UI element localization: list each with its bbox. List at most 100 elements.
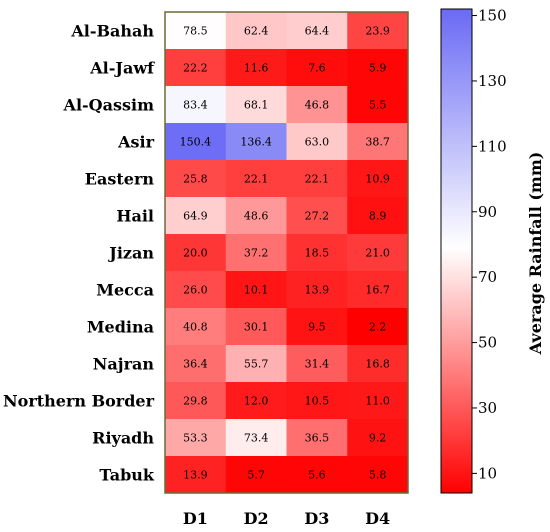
heatmap-cell — [286, 271, 348, 309]
cell-value-label: 38.7 — [365, 136, 390, 149]
cell-value-label: 5.9 — [369, 62, 387, 75]
heatmap-cell — [165, 382, 227, 420]
cell-value-label: 36.5 — [305, 432, 330, 445]
cell-value-label: 11.6 — [244, 62, 269, 75]
cell-value-label: 21.0 — [365, 247, 390, 260]
cell-value-label: 23.9 — [365, 25, 390, 38]
heatmap-cell — [286, 308, 348, 346]
heatmap-cell — [165, 12, 227, 50]
heatmap-cell — [225, 12, 287, 50]
cell-value-label: 22.1 — [244, 173, 269, 186]
heatmap-cell — [347, 123, 409, 161]
colorbar-tick-label: 150 — [478, 7, 507, 25]
colorbar-tick-label: 50 — [478, 334, 497, 352]
row-label: Najran — [93, 355, 155, 374]
colorbar-label: Average Rainfall (mm) — [526, 152, 545, 356]
cell-value-label: 150.4 — [180, 136, 212, 149]
cell-value-label: 48.6 — [244, 210, 269, 223]
heatmap-cell — [225, 160, 287, 198]
heatmap-cell — [165, 345, 227, 383]
cell-value-label: 13.9 — [183, 469, 208, 482]
cell-value-label: 12.0 — [244, 395, 269, 408]
colorbar-ticks: 10 30 50 70 90 110 130 150 — [472, 7, 507, 482]
heatmap-frame — [164, 11, 409, 494]
cell-value-label: 83.4 — [183, 99, 208, 112]
cell-value-label: 27.2 — [305, 210, 330, 223]
cell-value-label: 9.5 — [308, 321, 326, 334]
cell-value-label: 13.9 — [305, 284, 330, 297]
row-label: Jizan — [107, 244, 154, 263]
cell-value-label: 18.5 — [305, 247, 330, 260]
heatmap-cell — [165, 49, 227, 87]
heatmap-cell — [225, 308, 287, 346]
heatmap-cell — [225, 49, 287, 87]
cell-value-label: 53.3 — [183, 432, 208, 445]
heatmap-cell — [347, 160, 409, 198]
heatmap-cell — [165, 123, 227, 161]
row-label: Asir — [117, 133, 155, 152]
heatmap-cell — [225, 271, 287, 309]
row-label: Al-Jawf — [89, 59, 155, 78]
cell-value-label: 30.1 — [244, 321, 269, 334]
cell-value-label: 10.5 — [305, 395, 330, 408]
colorbar-tick-label: 130 — [478, 72, 507, 90]
heatmap-cell — [286, 382, 348, 420]
cell-value-label: 9.2 — [369, 432, 387, 445]
cell-value-label: 8.9 — [369, 210, 387, 223]
row-label: Eastern — [85, 170, 155, 189]
heatmap-cell — [165, 234, 227, 272]
heatmap-cell — [347, 419, 409, 457]
cell-value-label: 36.4 — [183, 358, 208, 371]
heatmap-cell — [165, 308, 227, 346]
cell-value-label: 68.1 — [244, 99, 269, 112]
cell-value-label: 78.5 — [183, 25, 208, 38]
row-label: Northern Border — [3, 392, 155, 411]
heatmap-cell — [225, 345, 287, 383]
heatmap-cell — [165, 419, 227, 457]
heatmap-cell — [165, 197, 227, 235]
cell-value-label: 29.8 — [183, 395, 208, 408]
column-labels: D1 D2 D3 D4 — [183, 509, 390, 528]
row-label: Hail — [116, 207, 154, 226]
cell-value-label: 26.0 — [183, 284, 208, 297]
cell-value-label: 10.9 — [365, 173, 390, 186]
row-label: Mecca — [96, 281, 154, 300]
cell-value-label: 10.1 — [244, 284, 269, 297]
row-label: Tabuk — [99, 466, 155, 485]
heatmap-cell — [286, 345, 348, 383]
heatmap-cell — [225, 419, 287, 457]
heatmap-cell — [347, 234, 409, 272]
row-label: Riyadh — [92, 429, 154, 448]
cell-value-label: 63.0 — [305, 136, 330, 149]
heatmap-cell — [225, 382, 287, 420]
cell-value-label: 7.6 — [308, 62, 326, 75]
cell-value-label: 5.5 — [369, 99, 387, 112]
cell-value-label: 62.4 — [244, 25, 269, 38]
cell-value-label: 11.0 — [365, 395, 390, 408]
cell-value-label: 22.2 — [183, 62, 208, 75]
cell-value-label: 40.8 — [183, 321, 208, 334]
cell-value-label: 31.4 — [305, 358, 330, 371]
heatmap-cell — [347, 382, 409, 420]
cell-value-label: 16.7 — [365, 284, 390, 297]
colorbar-tick-label: 70 — [478, 268, 497, 286]
row-labels: Al-Bahah Al-Jawf Al-Qassim Asir Eastern Hail J… — [3, 22, 155, 485]
heatmap-cell — [286, 123, 348, 161]
row-label: Al-Qassim — [63, 96, 155, 115]
cell-value-label: 5.8 — [369, 469, 387, 482]
heatmap-cell — [347, 12, 409, 50]
heatmap-cell — [286, 12, 348, 50]
heatmap-cell — [165, 86, 227, 124]
colorbar-tick-label: 90 — [478, 203, 497, 221]
cell-value-label: 16.8 — [365, 358, 390, 371]
colorbar-tick-label: 110 — [478, 137, 507, 155]
cell-value-label: 55.7 — [244, 358, 269, 371]
heatmap-cell — [286, 49, 348, 87]
colorbar: 10 30 50 70 90 110 130 150 Average Rainfall (mm… — [440, 7, 545, 494]
heatmap-cell — [286, 456, 348, 494]
heatmap-cell — [286, 160, 348, 198]
cell-value-label: 2.2 — [369, 321, 387, 334]
column-label: D4 — [365, 509, 390, 528]
cell-value-label: 37.2 — [244, 247, 269, 260]
